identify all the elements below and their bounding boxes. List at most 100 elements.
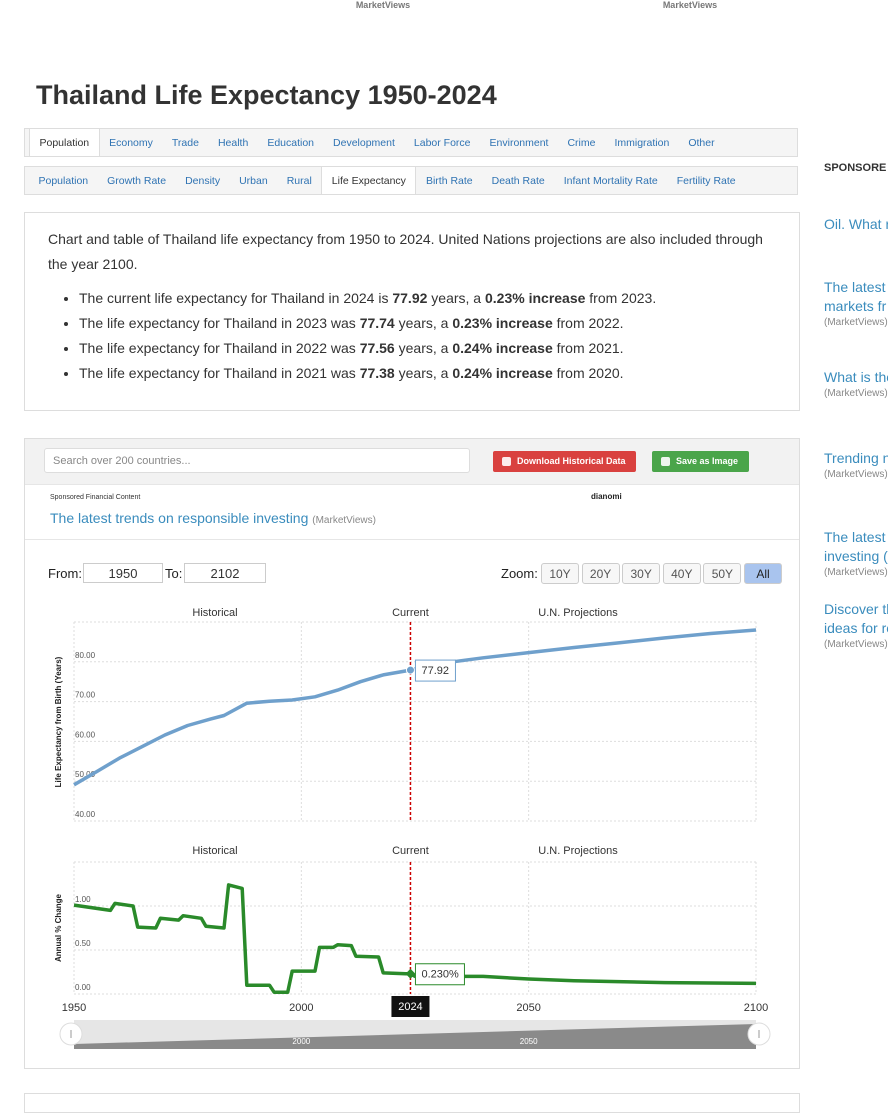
tab[interactable]: Trade (171, 137, 199, 149)
from-label: From: (48, 566, 82, 581)
tab[interactable]: Crime (567, 137, 596, 149)
sponsored-item[interactable]: The latest markets fr (MarketViews) (824, 278, 888, 330)
bullet-list: The current life expectancy for Thailand… (57, 286, 656, 386)
zoom-label: Zoom: (501, 566, 538, 581)
divider (25, 539, 799, 540)
item-source: (MarketViews) (824, 388, 888, 399)
search-box[interactable]: Search over 200 countries... (44, 448, 470, 473)
download-button[interactable]: Download Historical Data (493, 451, 636, 472)
tab[interactable]: Health (217, 137, 249, 149)
y-tick-label: 1.00 (75, 895, 91, 904)
tab[interactable]: Labor Force (413, 137, 471, 149)
bold-figure: 0.23% increase (485, 290, 586, 306)
ad-source: MarketViews (662, 0, 718, 10)
band-label: Historical (192, 607, 237, 619)
zoom-button[interactable]: 30Y (622, 563, 661, 584)
bold-figure: 0.23% increase (452, 315, 553, 331)
current-point (405, 665, 415, 675)
tab[interactable]: Life Expectancy (321, 166, 417, 194)
tab[interactable]: Other (688, 137, 715, 149)
tab[interactable]: Rural (286, 175, 312, 187)
tab[interactable]: Population (38, 175, 89, 187)
page-title: Thailand Life Expectancy 1950-2024 (36, 80, 497, 110)
ad-source: MarketViews (355, 0, 411, 10)
zoom-button[interactable]: 20Y (581, 563, 620, 584)
button-label: Save as Image (676, 456, 739, 466)
bullet: The life expectancy for Thailand in 2021… (79, 361, 656, 386)
current-point (405, 968, 416, 979)
to-label: To: (165, 566, 183, 581)
y-tick-label: 80.00 (75, 651, 96, 660)
tab[interactable]: Immigration (614, 137, 670, 149)
tab[interactable]: Education (267, 137, 315, 149)
sponsored-item[interactable]: Trending n (MarketViews) (824, 449, 888, 482)
y-axis-title: Life Expectancy from Birth (Years) (54, 656, 63, 787)
bold-figure: 77.92 (392, 290, 428, 306)
bullet: The life expectancy for Thailand in 2023… (79, 311, 656, 336)
navigator-label: 2000 (292, 1037, 310, 1046)
bullet-text: from 2021. (552, 340, 624, 356)
bold-figure: 77.38 (359, 365, 395, 381)
bold-figure: 77.56 (359, 340, 395, 356)
subcategory-tabs: Population Growth Rate Density Urban Rural Li… (24, 166, 798, 195)
tooltip-text: 77.92 (421, 665, 449, 677)
zoom-button[interactable]: 10Y (541, 563, 579, 584)
current-badge (391, 996, 430, 1017)
sponsored-item[interactable]: Discover th ideas for re (MarketViews) (824, 600, 888, 652)
bullet-text: The life expectancy for Thailand in 2023… (79, 315, 360, 331)
link-text: The latest trends on responsible investi… (50, 510, 309, 526)
tab[interactable]: Density (185, 175, 221, 187)
button-icon (502, 457, 511, 466)
item-line: The latest (824, 279, 886, 295)
bullet-text: The life expectancy for Thailand in 2021… (79, 365, 360, 381)
bullet-text: from 2020. (552, 365, 624, 381)
tooltip-box (414, 659, 456, 682)
tab[interactable]: Fertility Rate (676, 175, 736, 187)
tab[interactable]: Urban (239, 175, 268, 187)
tooltip-box (414, 963, 465, 986)
zoom-button[interactable]: 50Y (703, 563, 742, 584)
to-input[interactable]: 2102 (184, 563, 266, 583)
bullet-text: from 2022. (552, 315, 624, 331)
tab[interactable]: Growth Rate (107, 175, 167, 187)
tab[interactable]: Development (333, 137, 395, 149)
sponsored-item[interactable]: The latest investing ((MarketViews) (824, 528, 888, 580)
item-source: (MarketViews) (824, 469, 888, 480)
tab[interactable]: Population (29, 128, 100, 156)
tab[interactable]: Infant Mortality Rate (563, 175, 658, 187)
sponsor-brand: dianomi (591, 492, 622, 501)
band-label: U.N. Projections (538, 845, 618, 857)
item-source: (MarketViews) (824, 639, 888, 650)
y-axis-title: Annual % Change (54, 893, 63, 962)
sponsored-label: Sponsored Financial Content (50, 494, 141, 501)
y-tick-label: 0.50 (75, 939, 91, 948)
bullet-text: years, a (394, 365, 453, 381)
bullet: The current life expectancy for Thailand… (79, 286, 656, 311)
x-tick-label: 2100 (744, 1002, 768, 1014)
bullet: The life expectancy for Thailand in 2022… (79, 336, 656, 361)
item-source: (MarketViews) (824, 567, 888, 578)
item-line: ideas for re (824, 620, 888, 636)
bold-figure: 0.24% increase (452, 340, 553, 356)
chart-panel: Search over 200 countries... Download Hi… (24, 438, 800, 1069)
toolbar: Search over 200 countries... Download Hi… (25, 439, 799, 485)
tab[interactable]: Economy (109, 137, 153, 149)
item-source: (MarketViews) (824, 317, 888, 328)
tab[interactable]: Birth Rate (425, 175, 473, 187)
bullet-text: The current life expectancy for Thailand… (79, 290, 393, 306)
y-tick-label: 0.00 (75, 983, 91, 992)
sponsored-item[interactable]: What is the (MarketViews) (824, 368, 888, 401)
zoom-button[interactable]: 40Y (662, 563, 701, 584)
tooltip-text: 0.230% (421, 969, 459, 981)
x-tick-label: 1950 (62, 1002, 86, 1014)
save-image-button[interactable]: Save as Image (652, 451, 749, 472)
sponsored-link[interactable]: The latest trends on responsible investi… (50, 510, 376, 526)
tab[interactable]: Environment (489, 137, 549, 149)
from-input[interactable]: 1950 (83, 563, 163, 583)
tab[interactable]: Death Rate (491, 175, 545, 187)
bullet-text: The life expectancy for Thailand in 2022… (79, 340, 360, 356)
sponsored-item[interactable]: Oil. What r (824, 215, 888, 234)
zoom-button[interactable]: All (744, 563, 782, 584)
item-line: Discover th (824, 601, 888, 617)
